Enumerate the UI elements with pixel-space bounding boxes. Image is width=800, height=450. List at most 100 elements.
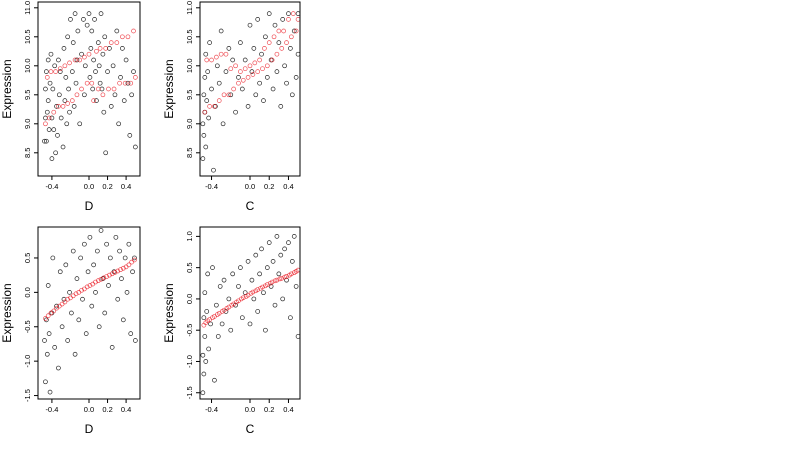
data-point — [266, 11, 272, 16]
data-point — [289, 92, 295, 98]
data-point — [239, 86, 245, 92]
data-point — [93, 279, 98, 285]
data-point — [112, 270, 118, 275]
y-axis-title: Expression — [0, 283, 14, 342]
data-point — [280, 17, 286, 22]
data-point — [100, 92, 106, 98]
data-point — [132, 255, 137, 261]
data-point — [257, 271, 262, 277]
data-point — [84, 284, 90, 290]
data-point — [102, 34, 108, 40]
data-point — [216, 98, 222, 103]
data-point — [200, 156, 206, 161]
data-point — [261, 98, 266, 103]
data-point — [245, 104, 251, 109]
data-point — [131, 69, 136, 74]
data-point — [108, 104, 114, 109]
data-point — [280, 296, 286, 302]
data-point — [269, 279, 275, 285]
data-point — [114, 40, 120, 45]
data-point — [249, 277, 255, 283]
y-tick-label: -1.0 — [185, 355, 194, 368]
x-tick-label: 0.0 — [84, 182, 94, 191]
data-point — [272, 278, 278, 284]
data-point — [228, 92, 234, 98]
data-point — [73, 291, 79, 297]
data-point — [48, 69, 54, 74]
data-point — [226, 46, 232, 51]
data-point — [212, 377, 217, 383]
data-point — [223, 69, 229, 74]
data-point — [87, 234, 93, 240]
data-point — [108, 40, 114, 45]
data-point — [65, 296, 71, 302]
x-axis-title: D — [85, 199, 94, 213]
y-tick-label: 0.5 — [23, 253, 32, 263]
data-point — [284, 40, 289, 45]
data-point — [105, 69, 110, 74]
data-point — [70, 40, 76, 45]
data-point — [214, 54, 219, 60]
data-point — [119, 276, 124, 281]
data-point — [45, 313, 51, 319]
x-tick-label: 0.4 — [121, 182, 131, 191]
x-tick-label: -0.4 — [45, 182, 58, 191]
data-point — [109, 345, 115, 350]
data-point — [257, 80, 262, 86]
data-point — [230, 271, 236, 277]
data-point — [238, 40, 243, 45]
data-point — [240, 77, 246, 83]
data-point — [276, 40, 282, 45]
data-point — [282, 274, 287, 280]
data-point — [206, 115, 211, 121]
data-point — [98, 276, 104, 282]
data-point — [278, 252, 284, 258]
data-point — [272, 302, 278, 308]
data-point — [289, 34, 294, 40]
data-point — [204, 309, 210, 314]
data-point — [127, 133, 133, 138]
data-point — [79, 287, 84, 293]
data-point — [50, 255, 56, 261]
data-point — [82, 241, 87, 247]
data-point — [202, 109, 208, 115]
data-point — [205, 69, 211, 74]
x-tick-label: 0.0 — [245, 182, 255, 191]
data-point — [56, 92, 62, 98]
data-point — [45, 98, 51, 103]
data-point — [221, 92, 227, 98]
data-point — [80, 296, 85, 302]
data-point — [277, 276, 283, 282]
data-point — [102, 310, 108, 316]
data-point — [284, 80, 289, 86]
data-point — [56, 365, 61, 371]
data-point — [209, 86, 214, 92]
data-point — [201, 371, 207, 377]
data-point — [92, 17, 97, 22]
data-point — [74, 92, 80, 98]
series-1 — [200, 11, 301, 173]
data-point — [125, 80, 131, 86]
data-point — [98, 228, 104, 233]
data-point — [251, 46, 257, 51]
data-point — [56, 57, 61, 63]
data-point — [270, 86, 276, 92]
data-point — [255, 17, 261, 22]
data-point — [133, 75, 138, 80]
data-point — [266, 240, 272, 245]
data-point — [233, 63, 238, 69]
y-tick-label: 10.5 — [185, 29, 194, 44]
data-point — [71, 104, 77, 109]
data-point — [107, 272, 112, 278]
y-tick-label: -1.0 — [23, 355, 32, 368]
data-point — [247, 22, 253, 28]
data-point — [96, 324, 102, 330]
data-point — [103, 150, 109, 156]
data-point — [128, 80, 134, 86]
data-point — [63, 75, 69, 80]
series-1 — [42, 11, 138, 161]
data-point — [200, 390, 206, 396]
data-point — [51, 308, 57, 314]
data-point — [279, 46, 285, 51]
data-point — [226, 92, 232, 98]
